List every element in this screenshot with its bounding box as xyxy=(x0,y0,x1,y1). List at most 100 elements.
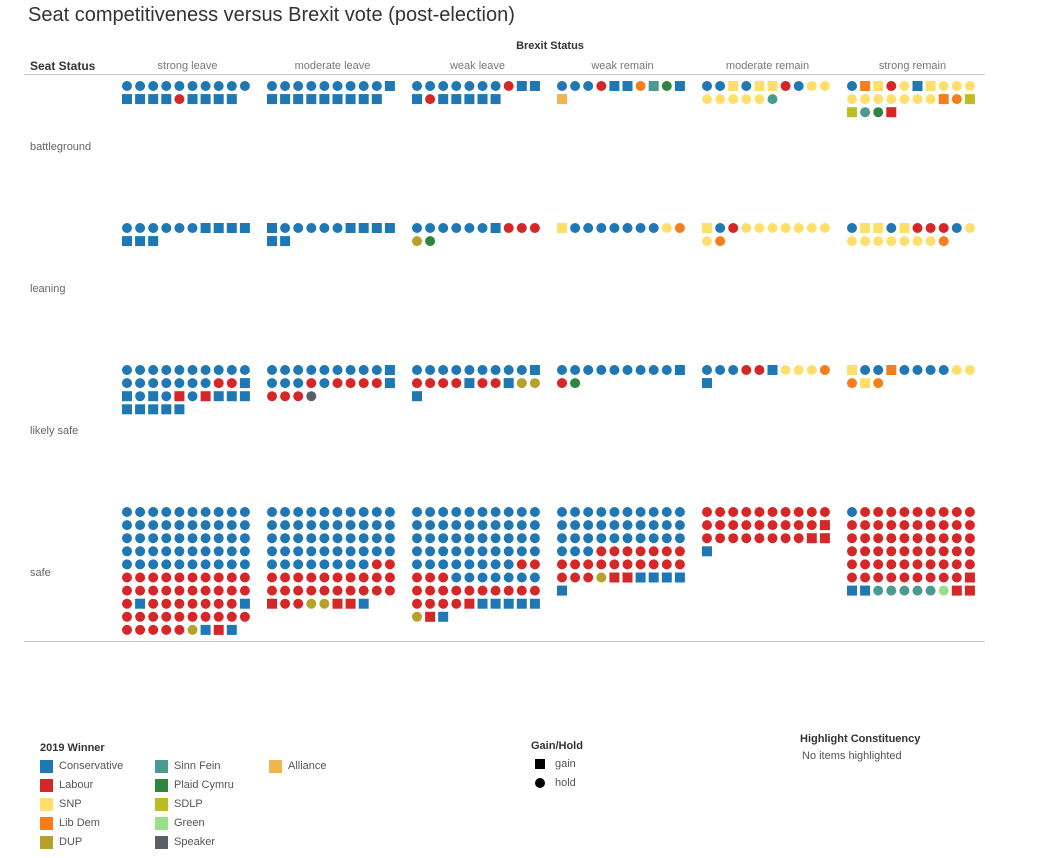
seat-mark-labour-hold[interactable] xyxy=(938,533,949,544)
seat-mark-conservative-hold[interactable] xyxy=(635,365,646,375)
seat-mark-labour-hold[interactable] xyxy=(503,81,514,91)
seat-mark-labour-hold[interactable] xyxy=(516,585,527,596)
seat-mark-conservative-hold[interactable] xyxy=(135,546,146,557)
seat-mark-conservative-hold[interactable] xyxy=(925,365,936,375)
seat-mark-conservative-hold[interactable] xyxy=(161,81,172,91)
seat-mark-labour-hold[interactable] xyxy=(174,611,185,622)
seat-mark-conservative-hold[interactable] xyxy=(280,223,291,233)
seat-mark-conservative-gain[interactable] xyxy=(438,611,449,622)
seat-mark-conservative-gain[interactable] xyxy=(135,94,146,105)
seat-mark-labour-gain[interactable] xyxy=(174,391,185,402)
seat-mark-conservative-hold[interactable] xyxy=(345,546,356,557)
seat-mark-labour-hold[interactable] xyxy=(187,572,198,583)
seat-mark-lib-dem-hold[interactable] xyxy=(674,223,685,233)
seat-mark-conservative-hold[interactable] xyxy=(161,365,172,375)
seat-mark-conservative-hold[interactable] xyxy=(148,365,159,375)
seat-mark-conservative-hold[interactable] xyxy=(293,223,304,233)
seat-mark-conservative-hold[interactable] xyxy=(135,391,146,402)
seat-mark-conservative-hold[interactable] xyxy=(319,520,330,531)
seat-mark-conservative-hold[interactable] xyxy=(293,559,304,570)
seat-mark-labour-hold[interactable] xyxy=(239,611,250,622)
seat-mark-conservative-hold[interactable] xyxy=(464,520,475,531)
seat-mark-conservative-hold[interactable] xyxy=(187,559,198,570)
seat-mark-conservative-hold[interactable] xyxy=(583,546,594,557)
seat-mark-conservative-hold[interactable] xyxy=(148,507,159,517)
seat-mark-dup-hold[interactable] xyxy=(306,598,317,609)
seat-mark-conservative-hold[interactable] xyxy=(226,533,237,544)
seat-mark-conservative-hold[interactable] xyxy=(451,533,462,544)
seat-mark-conservative-hold[interactable] xyxy=(793,81,804,91)
seat-mark-conservative-hold[interactable] xyxy=(332,546,343,557)
seat-mark-conservative-hold[interactable] xyxy=(860,365,871,375)
seat-mark-conservative-hold[interactable] xyxy=(293,520,304,531)
seat-mark-labour-hold[interactable] xyxy=(780,81,791,91)
seat-mark-labour-hold[interactable] xyxy=(925,520,936,531)
seat-mark-labour-hold[interactable] xyxy=(148,624,159,635)
seat-mark-conservative-hold[interactable] xyxy=(674,507,685,517)
seat-mark-labour-hold[interactable] xyxy=(886,81,897,91)
seat-mark-conservative-hold[interactable] xyxy=(226,520,237,531)
seat-mark-labour-hold[interactable] xyxy=(384,572,395,583)
seat-mark-snp-hold[interactable] xyxy=(899,236,910,247)
seat-mark-conservative-hold[interactable] xyxy=(358,365,369,375)
seat-mark-conservative-hold[interactable] xyxy=(293,533,304,544)
seat-mark-conservative-hold[interactable] xyxy=(609,533,620,544)
seat-mark-labour-hold[interactable] xyxy=(583,572,594,583)
seat-mark-labour-hold[interactable] xyxy=(306,585,317,596)
seat-mark-labour-hold[interactable] xyxy=(319,585,330,596)
seat-mark-sinn-fein-hold[interactable] xyxy=(886,585,897,596)
seat-mark-labour-hold[interactable] xyxy=(161,598,172,609)
seat-mark-conservative-hold[interactable] xyxy=(213,520,224,531)
seat-mark-dup-hold[interactable] xyxy=(529,378,540,389)
seat-mark-conservative-hold[interactable] xyxy=(239,507,250,517)
seat-mark-labour-hold[interactable] xyxy=(226,611,237,622)
seat-mark-labour-hold[interactable] xyxy=(345,572,356,583)
seat-mark-snp-hold[interactable] xyxy=(951,365,962,375)
seat-mark-conservative-hold[interactable] xyxy=(503,546,514,557)
seat-mark-labour-hold[interactable] xyxy=(912,572,923,583)
seat-mark-conservative-hold[interactable] xyxy=(161,223,172,233)
seat-mark-labour-hold[interactable] xyxy=(425,598,436,609)
seat-mark-labour-hold[interactable] xyxy=(886,546,897,557)
seat-mark-conservative-hold[interactable] xyxy=(425,365,436,375)
seat-mark-conservative-hold[interactable] xyxy=(306,507,317,517)
seat-mark-conservative-gain[interactable] xyxy=(557,585,567,596)
seat-mark-labour-hold[interactable] xyxy=(741,507,752,517)
seat-mark-alliance-gain[interactable] xyxy=(557,94,567,105)
seat-mark-conservative-hold[interactable] xyxy=(122,378,132,389)
seat-mark-conservative-hold[interactable] xyxy=(596,520,607,531)
seat-mark-labour-hold[interactable] xyxy=(912,559,923,570)
seat-mark-labour-hold[interactable] xyxy=(728,507,739,517)
seat-mark-labour-hold[interactable] xyxy=(280,391,291,402)
seat-mark-conservative-gain[interactable] xyxy=(384,81,395,91)
seat-mark-labour-hold[interactable] xyxy=(873,572,884,583)
seat-mark-conservative-hold[interactable] xyxy=(661,520,672,531)
seat-mark-conservative-hold[interactable] xyxy=(384,520,395,531)
seat-mark-labour-hold[interactable] xyxy=(425,585,436,596)
seat-mark-conservative-gain[interactable] xyxy=(384,365,395,375)
seat-mark-conservative-hold[interactable] xyxy=(371,365,382,375)
seat-mark-conservative-hold[interactable] xyxy=(661,365,672,375)
seat-mark-conservative-hold[interactable] xyxy=(702,365,712,375)
seat-mark-labour-hold[interactable] xyxy=(702,533,712,544)
seat-mark-conservative-hold[interactable] xyxy=(345,507,356,517)
seat-mark-plaid-cymru-hold[interactable] xyxy=(570,378,581,389)
seat-mark-conservative-hold[interactable] xyxy=(332,507,343,517)
seat-mark-labour-hold[interactable] xyxy=(358,585,369,596)
seat-mark-conservative-hold[interactable] xyxy=(477,81,488,91)
seat-mark-labour-hold[interactable] xyxy=(187,611,198,622)
seat-mark-labour-hold[interactable] xyxy=(741,520,752,531)
seat-mark-labour-hold[interactable] xyxy=(451,585,462,596)
seat-mark-snp-hold[interactable] xyxy=(899,81,910,91)
seat-mark-labour-hold[interactable] xyxy=(964,533,975,544)
seat-mark-conservative-hold[interactable] xyxy=(583,507,594,517)
seat-mark-conservative-gain[interactable] xyxy=(384,223,395,233)
seat-mark-labour-hold[interactable] xyxy=(148,611,159,622)
seat-mark-conservative-gain[interactable] xyxy=(239,391,250,402)
seat-mark-lib-dem-gain[interactable] xyxy=(860,81,871,91)
seat-mark-conservative-gain[interactable] xyxy=(280,236,291,247)
seat-mark-snp-hold[interactable] xyxy=(780,223,791,233)
seat-mark-labour-hold[interactable] xyxy=(451,598,462,609)
seat-mark-conservative-hold[interactable] xyxy=(503,365,514,375)
seat-mark-conservative-gain[interactable] xyxy=(661,572,672,583)
